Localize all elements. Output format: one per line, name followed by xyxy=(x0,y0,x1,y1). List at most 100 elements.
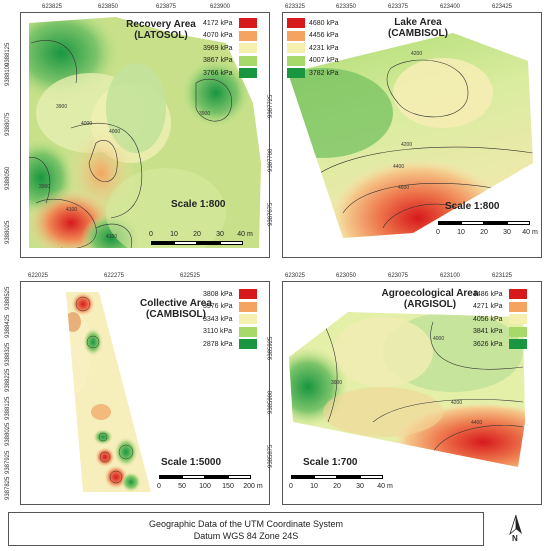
x-tick: 623350 xyxy=(336,4,357,10)
legend-item: 4007 kPa xyxy=(287,55,339,68)
x-tick: 623400 xyxy=(440,4,461,10)
legend-label: 4172 kPa xyxy=(203,19,233,27)
legend-label: 3110 kPa xyxy=(203,328,233,336)
y-tick: 9388025 xyxy=(5,220,11,244)
y-tick: 9388225 xyxy=(5,368,11,392)
map-legend: 4486 kPa 4271 kPa 4056 kPa 3841 kPa 3626… xyxy=(473,288,527,351)
legend-swatch xyxy=(287,43,305,54)
legend-swatch xyxy=(239,289,257,300)
legend-swatch xyxy=(239,314,257,325)
scale-label: 40 m xyxy=(522,229,538,236)
scale-label: 0 xyxy=(157,483,161,490)
x-tick: 623825 xyxy=(42,4,63,10)
legend-swatch xyxy=(239,30,257,41)
legend-label: 4056 kPa xyxy=(473,315,503,323)
legend-item: 3343 kPa xyxy=(203,313,257,326)
map-title: Agroecological Area (ARGISOL) xyxy=(381,288,479,310)
legend-item: 3969 kPa xyxy=(203,42,257,55)
legend-item: 4271 kPa xyxy=(473,301,527,314)
legend-swatch xyxy=(509,339,527,350)
x-tick: 622025 xyxy=(28,273,49,279)
legend-item: 4231 kPa xyxy=(287,42,339,55)
scale-label: 30 xyxy=(216,231,224,238)
legend-item: 4070 kPa xyxy=(203,30,257,43)
scale-label: 10 xyxy=(170,231,178,238)
contour-label: 4100 xyxy=(106,234,117,240)
legend-label: 3766 kPa xyxy=(203,69,233,77)
scale-label: 10 xyxy=(457,229,465,236)
scale-label: 30 xyxy=(356,483,364,490)
scale-label: 30 xyxy=(503,229,511,236)
contour-label: 3900 xyxy=(199,111,210,117)
x-tick: 623125 xyxy=(492,273,513,279)
footer-line-1: Geographic Data of the UTM Coordinate Sy… xyxy=(148,519,344,529)
x-tick: 623025 xyxy=(285,273,306,279)
legend-swatch xyxy=(509,314,527,325)
scale-label: 0 xyxy=(289,483,293,490)
scale-labels: 0 10 20 30 40 m xyxy=(436,223,538,237)
contour-label: 3900 xyxy=(56,104,67,110)
legend-label: 4007 kPa xyxy=(309,57,339,65)
legend-label: 3969 kPa xyxy=(203,44,233,52)
y-tick: 9387725 xyxy=(268,94,274,118)
contour-label: 4200 xyxy=(401,142,412,148)
legend-swatch xyxy=(239,301,257,312)
x-tick: 623050 xyxy=(336,273,357,279)
contour-label: 4100 xyxy=(66,207,77,213)
x-tick: 623375 xyxy=(388,4,409,10)
scale-bar xyxy=(159,475,251,483)
coordinate-system-footer: Geographic Data of the UTM Coordinate Sy… xyxy=(8,512,484,546)
legend-item: 3867 kPa xyxy=(203,55,257,68)
legend-swatch xyxy=(239,18,257,29)
legend-item: 2878 kPa xyxy=(203,338,257,351)
legend-swatch xyxy=(287,18,305,29)
map-legend: 4172 kPa 4070 kPa 3969 kPa 3867 kPa 3766… xyxy=(203,17,257,80)
recovery-map: 4000 3900 4000 3900 3900 4100 4100 xyxy=(29,17,261,248)
legend-label: 4070 kPa xyxy=(203,32,233,40)
legend-label: 3782 kPa xyxy=(309,69,339,77)
legend-swatch xyxy=(239,43,257,54)
legend-item: 3782 kPa xyxy=(287,67,339,80)
scale-label: 20 xyxy=(480,229,488,236)
legend-label: 3867 kPa xyxy=(203,57,233,65)
y-tick: 9385925 xyxy=(268,336,274,360)
legend-item: 3766 kPa xyxy=(203,67,257,80)
y-tick: 9388425 xyxy=(5,314,11,338)
legend-item: 4172 kPa xyxy=(203,17,257,30)
y-tick: 9387700 xyxy=(268,148,274,172)
map-title: Lake Area (CAMBISOL) xyxy=(388,17,448,39)
scale-text: Scale 1:800 xyxy=(445,201,500,212)
scale-text: Scale 1:700 xyxy=(303,457,358,468)
legend-swatch xyxy=(239,326,257,337)
legend-label: 3808 kPa xyxy=(203,290,233,298)
scale-label: 20 xyxy=(193,231,201,238)
contour-label: 3900 xyxy=(331,380,342,386)
scale-labels: 0 10 20 30 40 m xyxy=(289,477,393,491)
legend-label: 3626 kPa xyxy=(473,340,503,348)
scale-bar xyxy=(291,475,383,483)
map-legend: 3808 kPa 3576 kPa 3343 kPa 3110 kPa 2878… xyxy=(203,288,257,351)
legend-item: 4456 kPa xyxy=(287,30,339,43)
x-tick: 623900 xyxy=(210,4,231,10)
y-tick: 9388075 xyxy=(5,112,11,136)
legend-swatch xyxy=(509,326,527,337)
contour-label: 4000 xyxy=(433,336,444,342)
scale-labels: 0 10 20 30 40 m xyxy=(149,225,253,239)
y-tick: 9388125 xyxy=(5,396,11,420)
y-tick: 9388100 xyxy=(5,62,11,86)
agroecological-area-panel: 3900 4000 4200 4400 Agroecological Area … xyxy=(282,281,542,505)
legend-item: 4056 kPa xyxy=(473,313,527,326)
legend-swatch xyxy=(239,68,257,79)
contour-label: 4200 xyxy=(451,400,462,406)
legend-item: 3576 kPa xyxy=(203,301,257,314)
map-title: Recovery Area (LATOSOL) xyxy=(126,19,196,41)
contour-label: 4000 xyxy=(109,129,120,135)
legend-swatch xyxy=(509,301,527,312)
collective-map xyxy=(66,292,151,492)
scale-label: 40 m xyxy=(377,483,393,490)
footer-line-2: Datum WGS 84 Zone 24S xyxy=(193,531,299,541)
collective-area-panel: Collective Area (CAMBISOL) 3808 kPa 3576… xyxy=(20,281,270,505)
y-tick: 9387675 xyxy=(268,202,274,226)
lake-area-panel: 4200 4200 4400 4600 Lake Area (CAMBISOL)… xyxy=(282,12,542,258)
scale-label: 20 xyxy=(333,483,341,490)
